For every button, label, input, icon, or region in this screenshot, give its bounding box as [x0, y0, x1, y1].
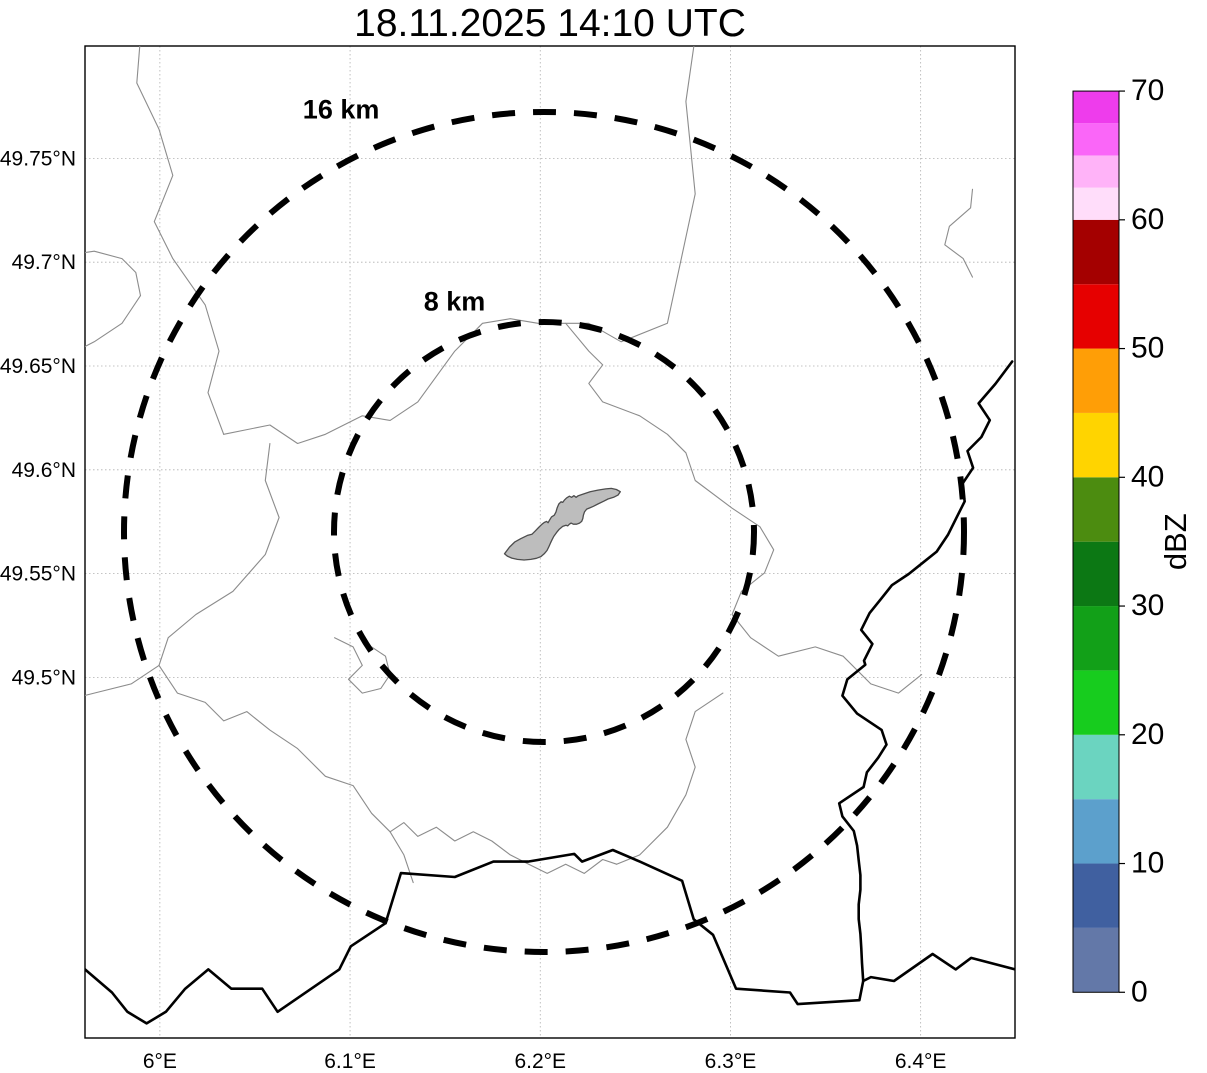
svg-text:6°E: 6°E: [143, 1050, 177, 1073]
svg-text:6.2°E: 6.2°E: [514, 1050, 566, 1073]
svg-text:49.7°N: 49.7°N: [12, 251, 76, 274]
svg-text:70: 70: [1131, 74, 1164, 107]
svg-text:30: 30: [1131, 589, 1164, 622]
svg-text:49.6°N: 49.6°N: [12, 459, 76, 482]
svg-text:6.1°E: 6.1°E: [324, 1050, 376, 1073]
svg-text:49.65°N: 49.65°N: [0, 355, 76, 378]
svg-text:18.11.2025 14:10 UTC: 18.11.2025 14:10 UTC: [354, 2, 746, 45]
svg-text:8 km: 8 km: [424, 286, 486, 316]
svg-text:16 km: 16 km: [303, 94, 380, 124]
svg-text:0: 0: [1131, 975, 1148, 1008]
svg-text:49.75°N: 49.75°N: [0, 147, 76, 170]
svg-text:60: 60: [1131, 203, 1164, 236]
svg-text:6.3°E: 6.3°E: [705, 1050, 757, 1073]
svg-text:20: 20: [1131, 718, 1164, 751]
svg-text:49.5°N: 49.5°N: [12, 666, 76, 689]
svg-text:dBZ: dBZ: [1158, 513, 1193, 570]
svg-text:6.4°E: 6.4°E: [895, 1050, 947, 1073]
svg-text:40: 40: [1131, 460, 1164, 493]
svg-text:50: 50: [1131, 332, 1164, 365]
svg-text:10: 10: [1131, 847, 1164, 880]
svg-text:49.55°N: 49.55°N: [0, 563, 76, 586]
